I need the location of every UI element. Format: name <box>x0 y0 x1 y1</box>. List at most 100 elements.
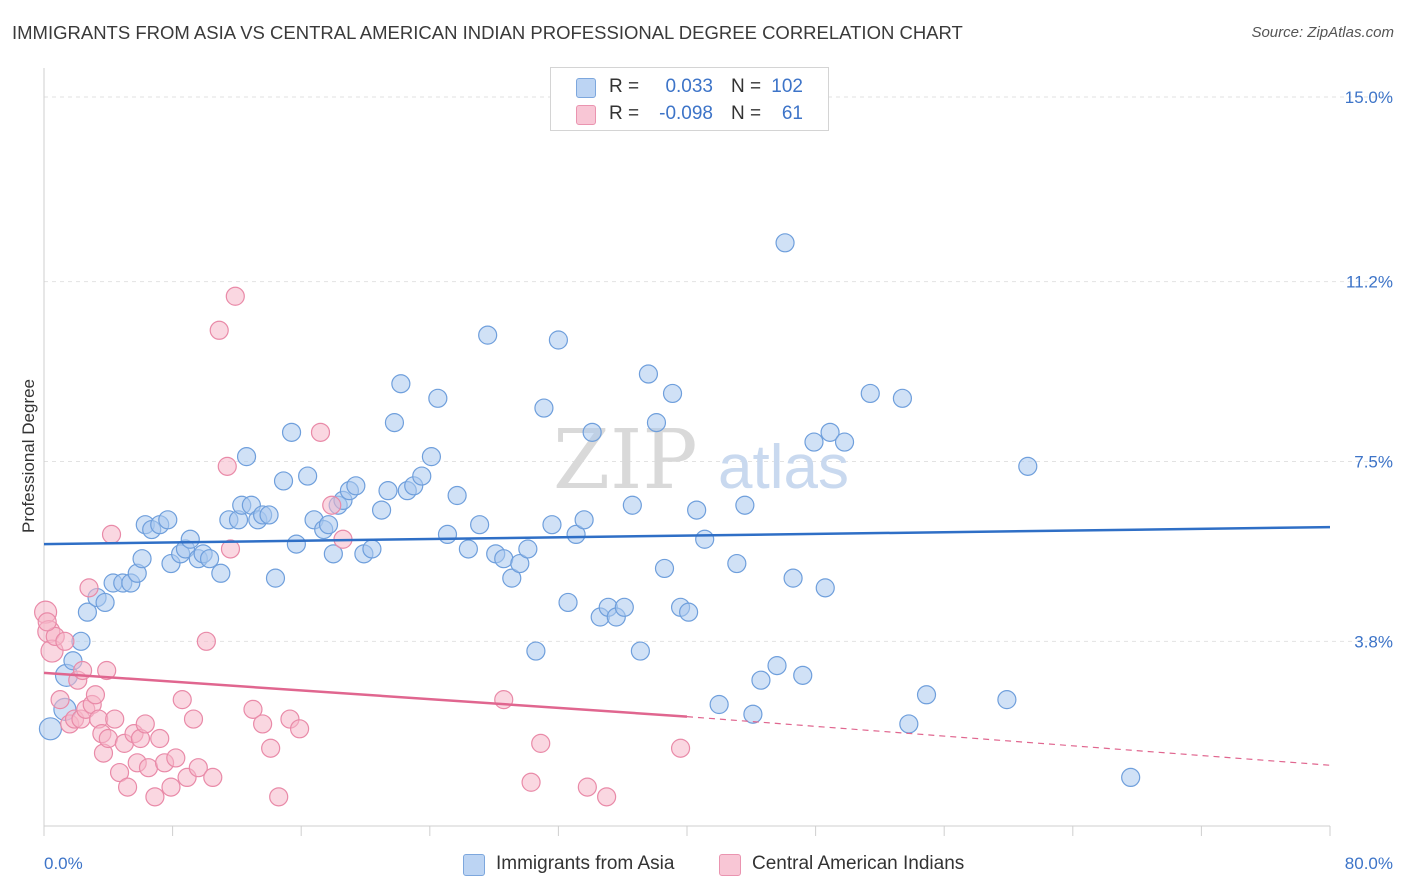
data-point <box>646 413 667 433</box>
axes <box>43 68 1331 836</box>
data-point <box>145 787 165 807</box>
legend-label-asia: Immigrants from Asia <box>496 853 675 874</box>
data-point <box>815 578 835 598</box>
data-point <box>614 597 634 617</box>
data-point <box>727 553 747 574</box>
data-point <box>860 383 880 404</box>
data-point <box>542 515 562 535</box>
data-point <box>318 515 339 535</box>
data-point <box>346 476 366 496</box>
data-point <box>50 690 70 710</box>
data-point <box>273 471 294 491</box>
data-point <box>566 524 586 545</box>
legend-n-value: 61 <box>781 103 803 124</box>
data-point <box>180 529 200 549</box>
data-point <box>138 758 159 778</box>
data-point <box>804 432 824 452</box>
legend-r-value: 0.033 <box>665 76 713 97</box>
data-point <box>447 485 467 506</box>
data-point <box>531 733 551 753</box>
data-point <box>670 738 691 758</box>
data-point <box>558 592 578 613</box>
data-point <box>135 714 155 734</box>
data-point <box>161 777 181 797</box>
data-point <box>597 787 617 807</box>
data-point <box>243 699 263 719</box>
data-point <box>183 709 204 729</box>
x-tick-label-min: 0.0% <box>44 854 83 873</box>
grid-lines <box>44 96 1395 642</box>
legend-n-value: 102 <box>771 76 803 97</box>
data-point <box>630 641 650 661</box>
legend-row-cai: R = -0.098 N = 61 <box>551 101 828 127</box>
data-point <box>834 432 855 452</box>
data-point <box>783 568 803 588</box>
data-point <box>166 748 186 768</box>
data-point <box>105 709 125 729</box>
data-point <box>458 539 478 559</box>
data-point <box>261 738 281 758</box>
data-point <box>997 690 1017 710</box>
legend-r-label: R = <box>609 76 640 97</box>
data-point <box>820 422 840 442</box>
data-point <box>188 758 208 778</box>
data-point <box>211 563 231 583</box>
legend-n-label: N = <box>731 103 762 124</box>
data-point <box>323 544 343 564</box>
x-tick-labels: 0.0% 80.0% <box>44 854 1393 873</box>
data-point <box>695 529 715 549</box>
series-asia-points <box>38 233 1141 788</box>
trend-lines <box>43 525 1331 766</box>
watermark-zip: ZIP <box>553 413 698 508</box>
data-point <box>172 690 192 710</box>
data-point <box>775 233 795 253</box>
data-point <box>55 631 75 651</box>
data-point <box>132 549 152 569</box>
data-point <box>150 728 170 749</box>
data-point <box>322 495 342 515</box>
data-point <box>310 422 331 442</box>
data-point <box>269 787 289 807</box>
data-point <box>253 714 273 734</box>
data-point <box>217 456 237 476</box>
y-tick-label: 7.5% <box>1354 453 1393 472</box>
data-point <box>518 539 538 559</box>
data-point <box>98 728 118 749</box>
data-point <box>899 714 919 734</box>
data-point <box>494 549 514 569</box>
data-point <box>1121 767 1141 788</box>
data-point <box>574 510 594 530</box>
data-point <box>412 466 432 486</box>
legend-r-label: R = <box>609 103 640 124</box>
data-point <box>37 612 57 632</box>
y-tick-label: 11.2% <box>1346 273 1393 292</box>
data-point <box>158 510 178 530</box>
data-point <box>502 568 522 588</box>
legend-swatch-asia <box>463 854 485 876</box>
chart-title: IMMIGRANTS FROM ASIA VS CENTRAL AMERICAN… <box>12 22 963 43</box>
legend-n-label: N = <box>731 76 762 97</box>
legend-swatch-cai <box>576 105 596 125</box>
data-point <box>38 717 63 741</box>
data-point <box>428 388 448 408</box>
data-point <box>281 422 302 442</box>
data-point <box>236 447 257 467</box>
data-point <box>526 641 546 661</box>
data-point <box>391 374 411 394</box>
x-tick-label-max: 80.0% <box>1345 854 1393 873</box>
data-point <box>79 578 99 598</box>
series-cai-points <box>34 286 691 807</box>
data-point <box>534 398 554 418</box>
data-point <box>298 466 318 486</box>
legend-row-asia: R = 0.033 N = 102 <box>551 74 828 100</box>
data-point <box>286 534 306 554</box>
data-point <box>199 549 220 569</box>
data-point <box>421 447 442 467</box>
data-point <box>265 568 286 588</box>
data-point <box>638 364 659 384</box>
data-point <box>582 422 602 442</box>
y-tick-label: 15.0% <box>1345 88 1393 107</box>
data-point <box>225 286 245 306</box>
data-point <box>478 325 498 345</box>
